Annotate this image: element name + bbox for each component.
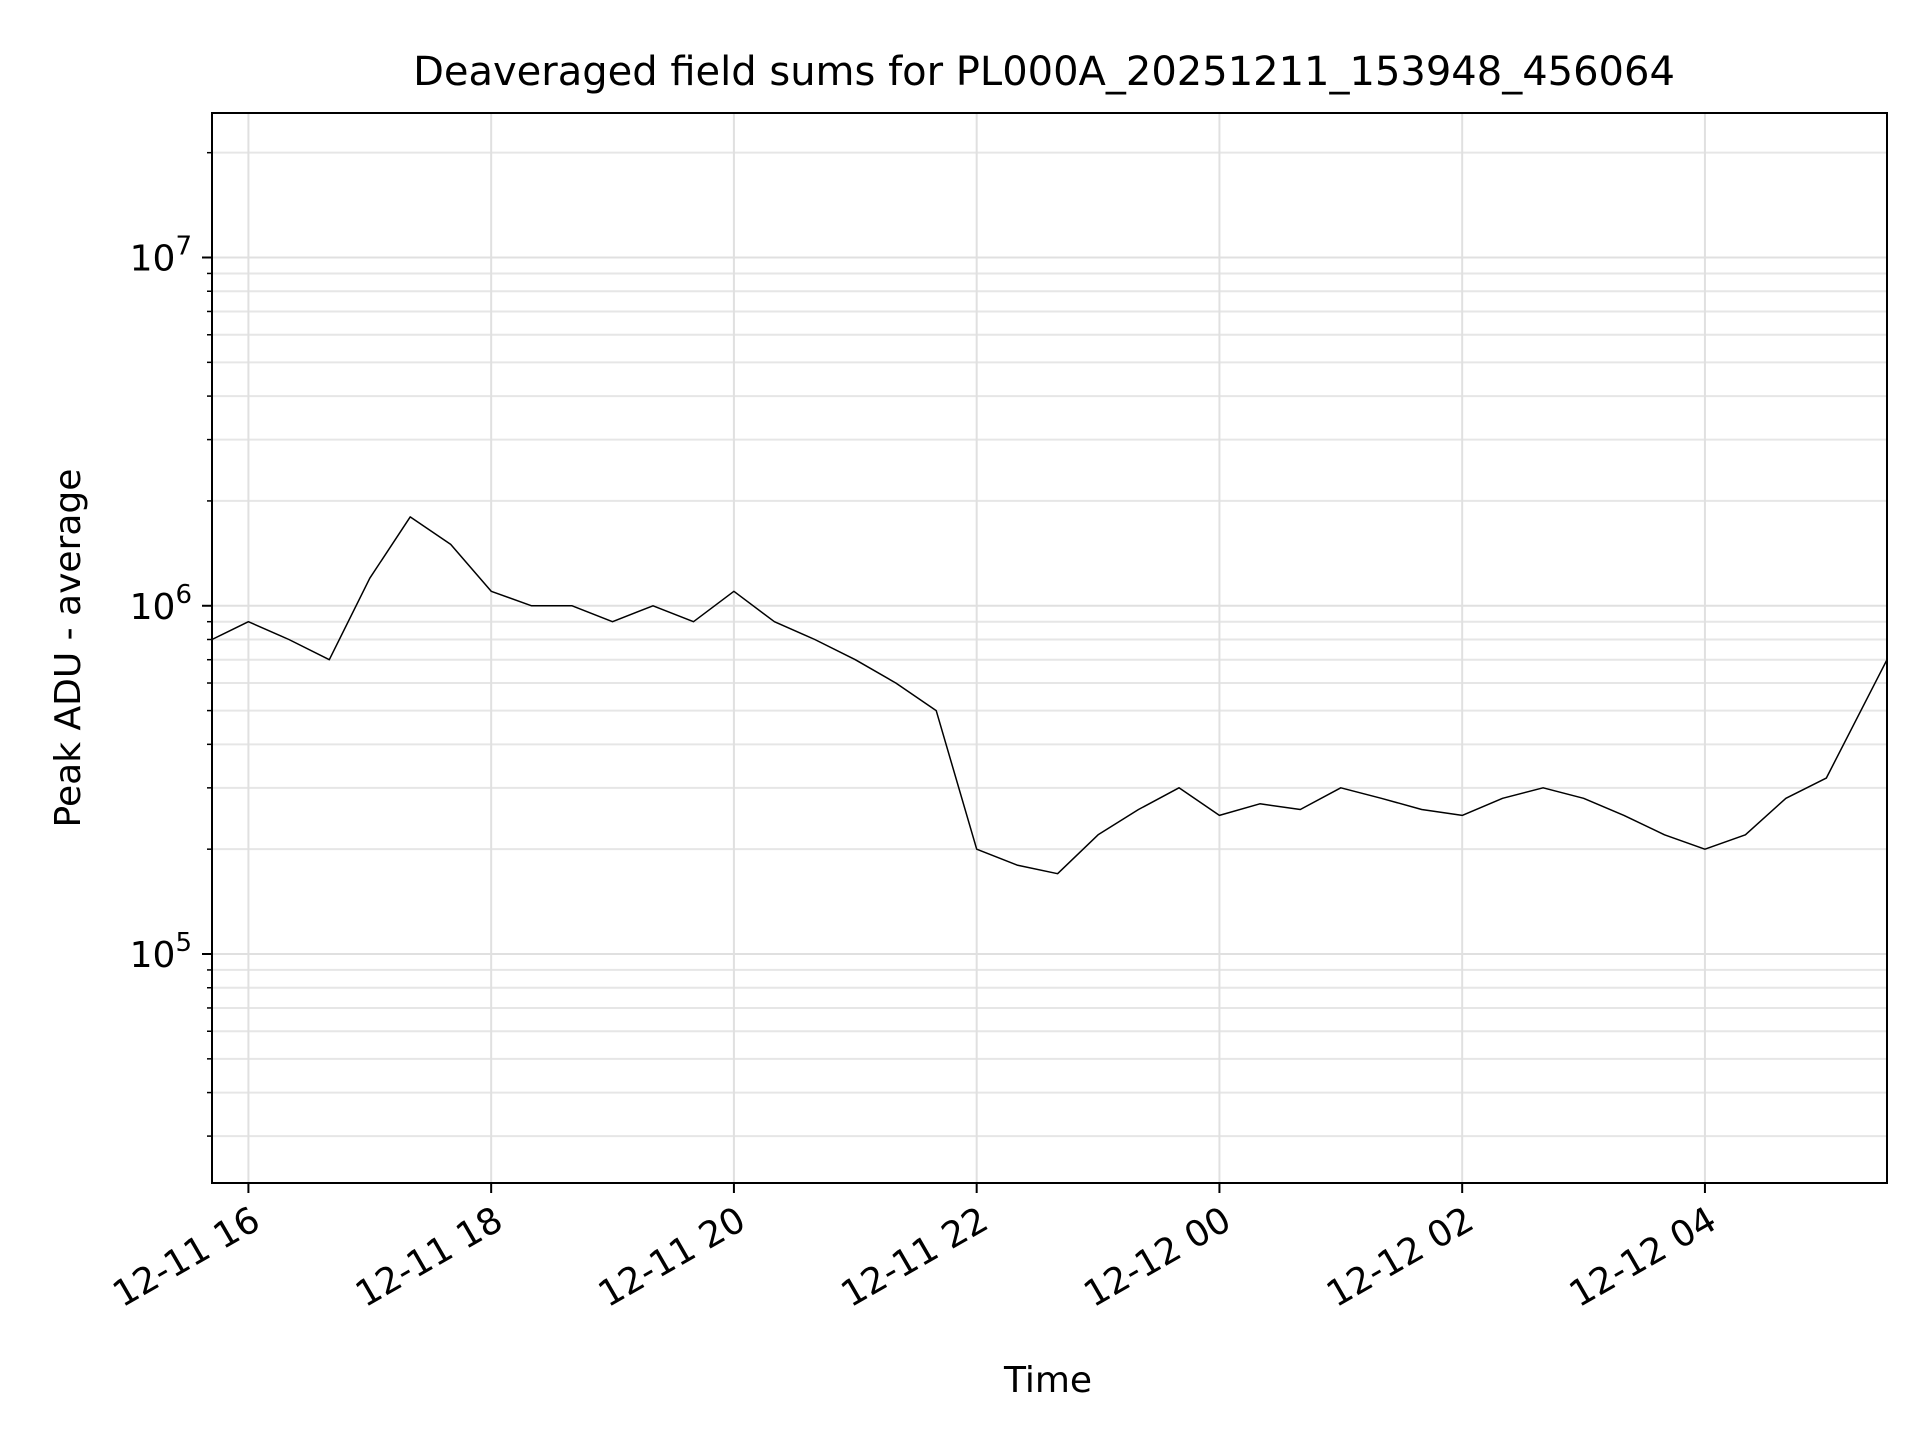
y-tick-label: 105: [130, 928, 192, 976]
series-line: [211, 516, 1888, 875]
y-tick-exponent: 7: [175, 232, 192, 262]
y-tick-exponent: 5: [175, 928, 192, 958]
y-tick-exponent: 6: [175, 580, 192, 610]
chart-title: Deaveraged field sums for PL000A_2025121…: [413, 49, 1675, 95]
x-axis-label: Time: [1003, 1360, 1092, 1401]
grid-layer: [212, 113, 1887, 1183]
y-tick-label: 106: [130, 580, 192, 628]
series-layer: [211, 516, 1888, 875]
y-tick-mantissa: 10: [130, 935, 176, 976]
y-tick-mantissa: 10: [130, 587, 176, 628]
y-tick-mantissa: 10: [130, 239, 176, 280]
y-tick-label: 107: [130, 232, 192, 280]
y-axis-label: Peak ADU - average: [48, 469, 89, 828]
plot-frame: [211, 112, 1888, 1184]
